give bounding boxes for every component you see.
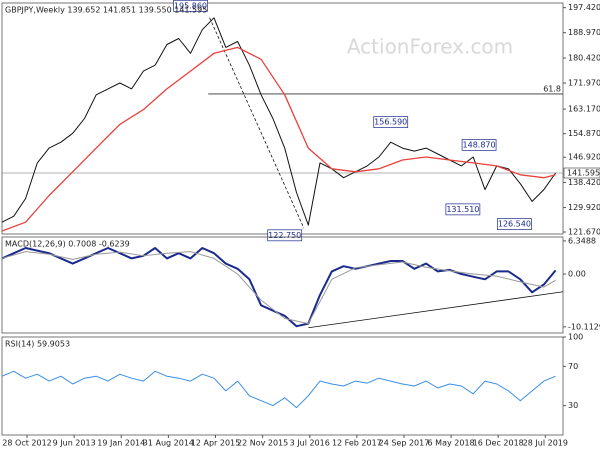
price-tag-label: 148.870: [463, 140, 496, 149]
y-tick-label: 0.00: [568, 270, 586, 279]
panel-title: MACD(12,26,9) 0.7008 -0.6239: [5, 240, 130, 249]
y-tick-label: 171.970: [568, 79, 600, 88]
panel-frame: [1, 336, 564, 436]
series-line: [1, 46, 556, 232]
x-tick-label: 6 May 2018: [428, 439, 475, 448]
x-tick-label: 28 Oct 2012: [2, 439, 51, 448]
price-tag-label: 195.860: [174, 1, 207, 10]
trend-line: [209, 17, 305, 229]
level-label: 61.8: [543, 84, 561, 93]
y-tick-label: 146.920: [568, 153, 600, 162]
y-tick-label: 197.420: [568, 3, 600, 12]
y-tick-label: 163.170: [568, 105, 600, 114]
last-price-box: [563, 167, 600, 179]
y-tick-label: 121.670: [568, 228, 600, 237]
panel-title: RSI(14) 59.9053: [5, 340, 70, 349]
price-tag: [461, 139, 497, 151]
panel-title: GBPJPY,Weekly 139.652 141.851 139.550 14…: [5, 6, 207, 15]
price-tag: [373, 116, 409, 128]
series-line: [1, 370, 556, 409]
y-tick-label: 6.3488: [568, 236, 596, 245]
x-tick-label: 12 Feb 2017: [332, 439, 382, 448]
y-tick-label: 30: [568, 401, 578, 410]
x-tick-label: 22 Nov 2015: [237, 439, 288, 448]
y-tick-label: 100: [568, 333, 583, 342]
price-tag-label: 131.510: [446, 205, 479, 214]
series-line: [1, 17, 557, 226]
x-tick-label: 31 Aug 2014: [143, 439, 194, 448]
y-tick-label: 180.420: [568, 54, 600, 63]
panel-frame: [1, 236, 564, 334]
y-tick-label: 129.920: [568, 203, 600, 212]
y-tick-label: -10.1129: [568, 322, 600, 331]
series-line: [1, 251, 556, 325]
price-tag: [267, 229, 303, 242]
watermark: ActionForex.com: [347, 35, 513, 59]
price-tag: [497, 218, 532, 230]
last-price-label: 141.595: [567, 169, 600, 178]
x-tick-label: 16 Dec 2018: [473, 439, 524, 448]
price-tag-label: 122.750: [268, 231, 301, 240]
x-tick-label: 3 Jul 2016: [290, 439, 330, 448]
price-tag: [445, 203, 481, 216]
price-tag: [173, 0, 208, 12]
series-line: [1, 247, 557, 328]
price-tag-label: 126.540: [498, 220, 531, 229]
y-tick-label: 70: [568, 362, 578, 371]
x-tick-label: 9 Jun 2013: [53, 439, 96, 448]
x-tick-label: 12 Apr 2015: [191, 439, 240, 448]
y-tick-label: 154.870: [568, 129, 600, 138]
x-tick-label: 19 Jan 2014: [97, 439, 145, 448]
x-tick-label: 28 Jul 2019: [523, 439, 568, 448]
y-tick-label: 188.970: [568, 28, 600, 37]
price-tag-label: 156.590: [374, 118, 407, 127]
y-tick-label: 138.420: [568, 178, 600, 187]
x-tick-label: 24 Sep 2017: [379, 439, 430, 448]
trend-line: [308, 291, 564, 329]
